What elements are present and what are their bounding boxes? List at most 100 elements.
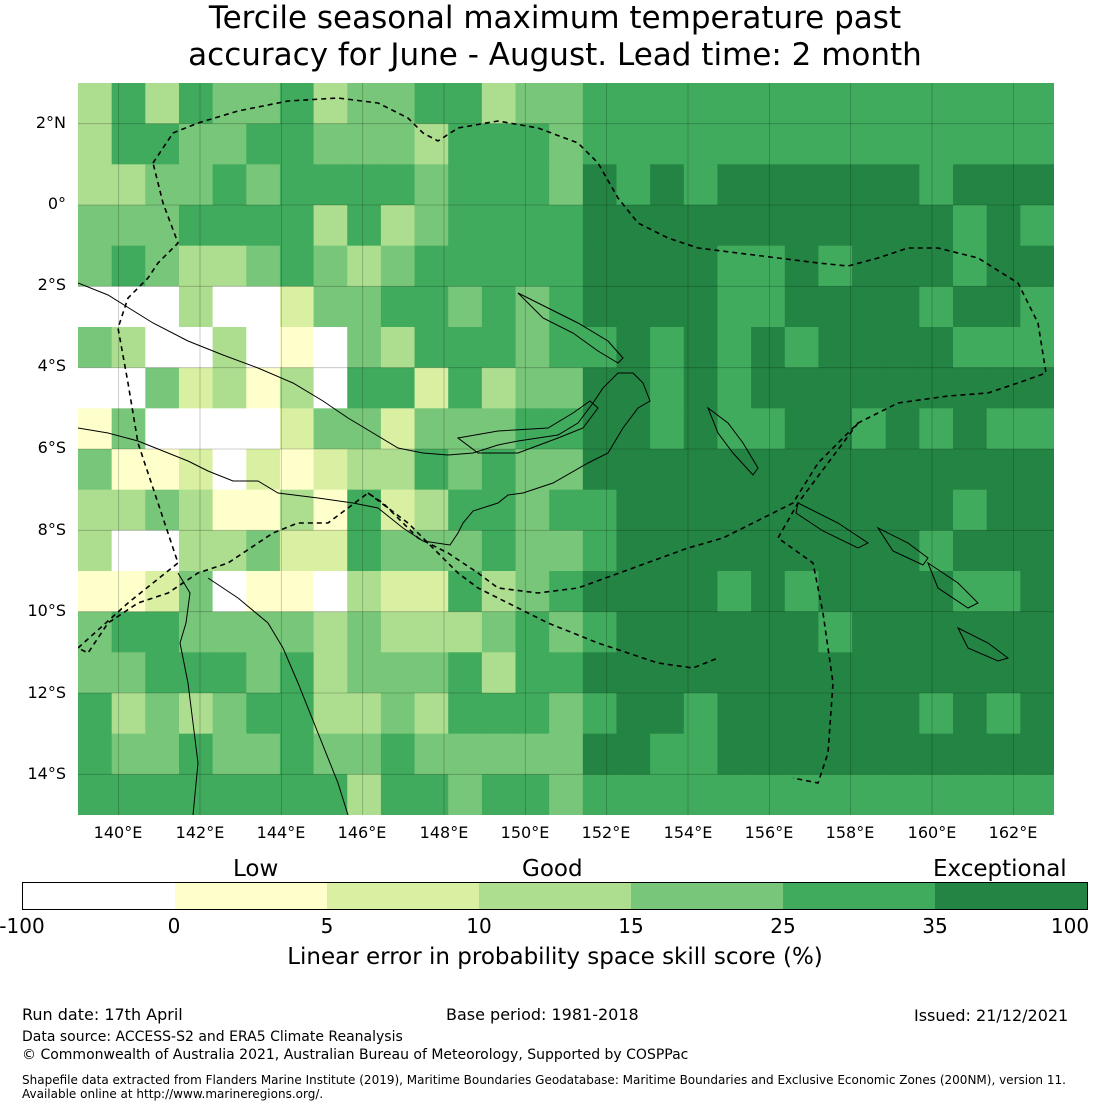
skill-cell [78,164,113,206]
skill-cell [953,286,988,328]
colorbar-segment [479,883,631,909]
skill-cell [784,367,819,409]
skill-cell [986,367,1021,409]
skill-cell [582,123,617,165]
skill-cell [751,571,786,613]
skill-cell [279,164,315,206]
lat-label-10s: 10°S [27,601,66,620]
skill-cell [616,571,651,613]
skill-cell [481,611,517,653]
skill-cell [178,164,214,206]
skill-cell [953,489,988,531]
skill-cell [919,611,954,653]
skill-cell [717,205,752,247]
skill-cell [448,245,483,287]
skill-cell [347,693,382,735]
skill-grid-cells [78,83,1054,815]
skill-cell [919,83,954,125]
skill-cell [650,733,685,775]
skill-cell [650,693,685,735]
skill-cell [751,123,786,165]
skill-cell [986,123,1021,165]
skill-cell [549,530,584,572]
skill-cell [784,571,819,613]
skill-cell [683,164,718,206]
skill-cell [784,245,819,287]
skill-cell [953,123,988,165]
skill-cell [145,123,180,165]
legend-category-low: Low [233,856,279,882]
skill-cell [78,693,113,735]
skill-cell [78,530,113,572]
skill-cell [885,530,920,572]
skill-cell [1020,774,1054,815]
skill-cell [481,530,517,572]
skill-cell [212,774,247,815]
skill-cell [313,611,348,653]
skill-cell [178,733,214,775]
colorbar-tick: 100 [1050,914,1090,938]
skill-cell [78,205,113,247]
skill-cell [313,693,348,735]
skill-cell [414,83,449,125]
colorbar [22,882,1088,910]
skill-cell [481,83,517,125]
colorbar-segment [783,883,935,909]
skill-cell [919,571,954,613]
skill-cell [212,245,247,287]
skill-cell [717,83,752,125]
skill-cell [111,286,146,328]
skill-cell [347,367,382,409]
skill-cell [919,733,954,775]
skill-cell [279,530,315,572]
skill-cell [650,774,685,815]
skill-cell [852,693,887,735]
skill-cell [448,693,483,735]
skill-cell [650,449,685,491]
skill-cell [448,327,483,369]
skill-cell [515,774,550,815]
skill-cell [145,205,180,247]
colorbar-segment [327,883,479,909]
skill-cell [885,286,920,328]
skill-cell [246,652,281,694]
skill-cell [582,652,617,694]
lat-label-8s: 8°S [37,520,66,539]
skill-cell [178,571,214,613]
skill-cell [751,367,786,409]
skill-cell [549,611,584,653]
map-title-line1: Tercile seasonal maximum temperature pas… [208,0,902,36]
skill-cell [246,83,281,125]
skill-cell [380,774,416,815]
skill-cell [616,286,651,328]
skill-cell [414,774,449,815]
skill-cell [784,733,819,775]
skill-cell [111,611,146,653]
skill-cell [717,774,752,815]
lon-label-140e: 140°E [93,823,143,842]
skill-cell [313,164,348,206]
skill-cell [683,693,718,735]
skill-cell [717,530,752,572]
skill-cell [481,327,517,369]
skill-cell [481,774,517,815]
skill-cell [380,571,416,613]
skill-cell [953,327,988,369]
skill-cell [246,611,281,653]
skill-cell [953,611,988,653]
skill-cell [616,530,651,572]
skill-cell [145,693,180,735]
skill-score-map [78,83,1054,815]
skill-cell [347,327,382,369]
skill-cell [683,652,718,694]
skill-cell [515,449,550,491]
eez-boundaries [78,97,1047,784]
skill-cell [852,449,887,491]
graticule [78,83,1054,815]
skill-cell [313,367,348,409]
skill-cell [818,611,853,653]
skill-cell [448,164,483,206]
skill-cell [481,693,517,735]
skill-cell [481,123,517,165]
skill-cell [279,245,315,287]
